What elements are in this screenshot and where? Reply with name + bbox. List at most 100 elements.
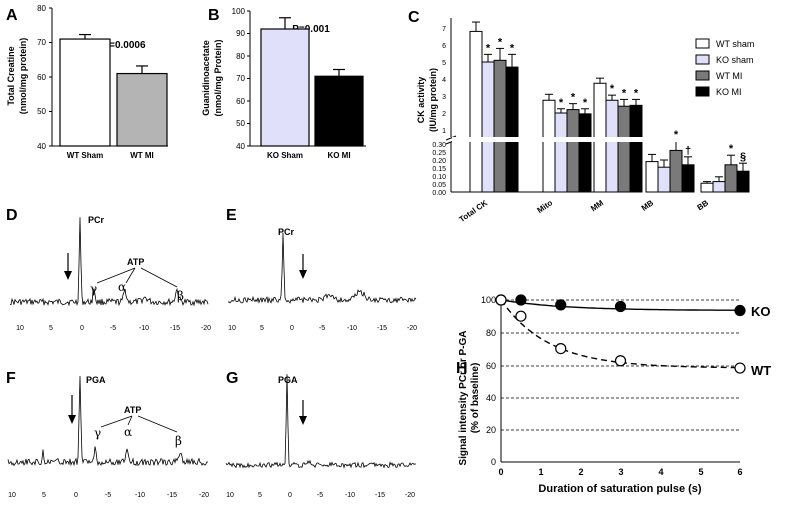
e-xtick: 5 xyxy=(260,325,264,332)
a-ytick: 80 xyxy=(37,4,46,13)
point-wt xyxy=(734,362,746,374)
g-xtick: 0 xyxy=(288,492,292,499)
c-ytick: 3 xyxy=(442,94,446,101)
d-xtick: 10 xyxy=(16,325,24,332)
bar-ko-sham-mito xyxy=(554,112,568,193)
point-wt xyxy=(555,343,567,355)
legend-label-wt-sham: WT sham xyxy=(716,39,754,49)
point-wt xyxy=(495,294,507,306)
d-xtick: 0 xyxy=(80,325,84,332)
significance-mark: * xyxy=(634,87,639,99)
h-xtick: 6 xyxy=(737,467,742,477)
panel-label-h: H xyxy=(456,360,468,377)
point-ko xyxy=(515,294,527,306)
bar-ko-mi xyxy=(314,75,364,147)
b-pvalue: P=0.001 xyxy=(292,24,330,35)
f-arrow-icon xyxy=(68,395,76,424)
d-peak-atp: ATP xyxy=(127,257,144,267)
d-xtick: 5 xyxy=(49,325,53,332)
c-xtick: BB xyxy=(696,198,711,212)
significance-mark: * xyxy=(571,92,576,104)
g-xtick: -10 xyxy=(345,492,355,499)
bar-wt-mi-bb xyxy=(724,164,738,193)
f-xtick: 10 xyxy=(8,492,16,499)
significance-mark: * xyxy=(622,87,627,99)
a-ytick: 50 xyxy=(37,107,46,116)
bar-ko-sham-bb xyxy=(712,181,726,193)
h-xtick: 4 xyxy=(658,467,663,477)
h-ytick: 40 xyxy=(486,393,496,403)
panel-label-c: C xyxy=(408,9,420,26)
c-bars: * * * * * * * * * * * † § xyxy=(452,21,750,193)
bar-wt-mi-mm xyxy=(617,105,631,193)
c-xtick: MM xyxy=(589,198,605,213)
d-xtick: -5 xyxy=(110,325,116,332)
b-y-ticks: 40 50 60 70 80 90 100 xyxy=(232,7,250,151)
f-spectrum-line xyxy=(7,375,209,467)
d-peak-pcr: PCr xyxy=(88,215,105,225)
bar-wt-sham-bb xyxy=(700,182,714,193)
panel-label-f: F xyxy=(6,370,16,387)
f-peak-atp: ATP xyxy=(124,405,141,415)
h-series-label-wt: WT xyxy=(751,363,771,378)
significance-mark: * xyxy=(559,97,564,109)
h-series-label-ko: KO xyxy=(751,304,771,319)
panel-label-a: A xyxy=(6,7,18,24)
e-xtick: 10 xyxy=(228,325,236,332)
h-ytick: 100 xyxy=(481,295,496,305)
h-ylabel-2: (% of baseline) xyxy=(470,363,481,434)
bar-wt-sham-mito xyxy=(542,99,556,193)
d-x-ticks: 10 5 0 -5 -10 -15 -20 xyxy=(16,325,211,332)
bar-ko-mi-total-ck xyxy=(505,66,519,193)
legend-swatch-ko-sham xyxy=(695,54,710,65)
e-spectrum-line xyxy=(227,232,417,304)
h-xtick: 5 xyxy=(698,467,703,477)
bar-ko-sham-total-ck xyxy=(481,61,495,193)
panel-label-b: B xyxy=(208,7,220,24)
g-spectrum-line xyxy=(225,374,416,469)
c-ytick: 1 xyxy=(442,128,446,135)
significance-mark: * xyxy=(583,97,588,109)
b-ylabel-1: Guanidinoacetate xyxy=(201,40,211,116)
a-ytick: 70 xyxy=(37,38,46,47)
h-xtick: 0 xyxy=(498,467,503,477)
h-xtick: 3 xyxy=(618,467,623,477)
e-xtick: -10 xyxy=(347,325,357,332)
bar-wt-sham-mb xyxy=(645,161,659,193)
g-xtick: 5 xyxy=(258,492,262,499)
significance-mark: † xyxy=(685,145,691,157)
a-pvalue: P=0.0006 xyxy=(102,40,146,51)
bar-ko-sham-mb xyxy=(657,166,671,193)
f-xtick: -10 xyxy=(135,492,145,499)
f-xtick: -15 xyxy=(167,492,177,499)
c-ytick: 7 xyxy=(442,26,446,33)
f-xtick: -5 xyxy=(105,492,111,499)
legend-label-ko-mi: KO MI xyxy=(716,87,742,97)
c-ytick: 0.20 xyxy=(432,158,446,165)
legend-swatch-wt-mi xyxy=(695,70,710,81)
panel-f: F PGA ATP γ α β 10 5 0 -5 -10 -15 -20 xyxy=(6,370,209,499)
panel-label-g: G xyxy=(226,370,238,387)
significance-mark: * xyxy=(610,83,615,95)
h-ytick: 80 xyxy=(486,328,496,338)
panel-label-e: E xyxy=(226,207,237,224)
c-ytick: 0.15 xyxy=(432,166,446,173)
c-ylabel-2: (IU/mg protein) xyxy=(428,68,438,132)
legend-label-ko-sham: KO sham xyxy=(716,55,754,65)
b-xtick: KO MI xyxy=(327,151,350,160)
h-xtick: 1 xyxy=(538,467,543,477)
h-xlabel: Duration of saturation pulse (s) xyxy=(538,483,702,495)
c-y-ticks: 1 2 3 4 5 6 7 0.00 0.05 0.10 0.15 0.20 0… xyxy=(432,26,446,197)
bar-wt-mi xyxy=(116,72,168,147)
c-x-labels: Total CK Mito MM MB BB xyxy=(458,198,711,224)
f-peak-pga: PGA xyxy=(86,375,106,385)
g-x-ticks: 10 5 0 -5 -10 -15 -20 xyxy=(226,492,415,499)
g-peak-pga: PGA xyxy=(278,375,298,385)
c-ytick: 4 xyxy=(442,77,446,84)
c-ytick: 0.10 xyxy=(432,174,446,181)
panel-c: C CK activity (IU/mg protein) 1 2 3 4 5 … xyxy=(408,9,754,224)
e-peak-pcr: PCr xyxy=(278,227,295,237)
a-ytick: 60 xyxy=(37,73,46,82)
g-xtick: 10 xyxy=(226,492,234,499)
